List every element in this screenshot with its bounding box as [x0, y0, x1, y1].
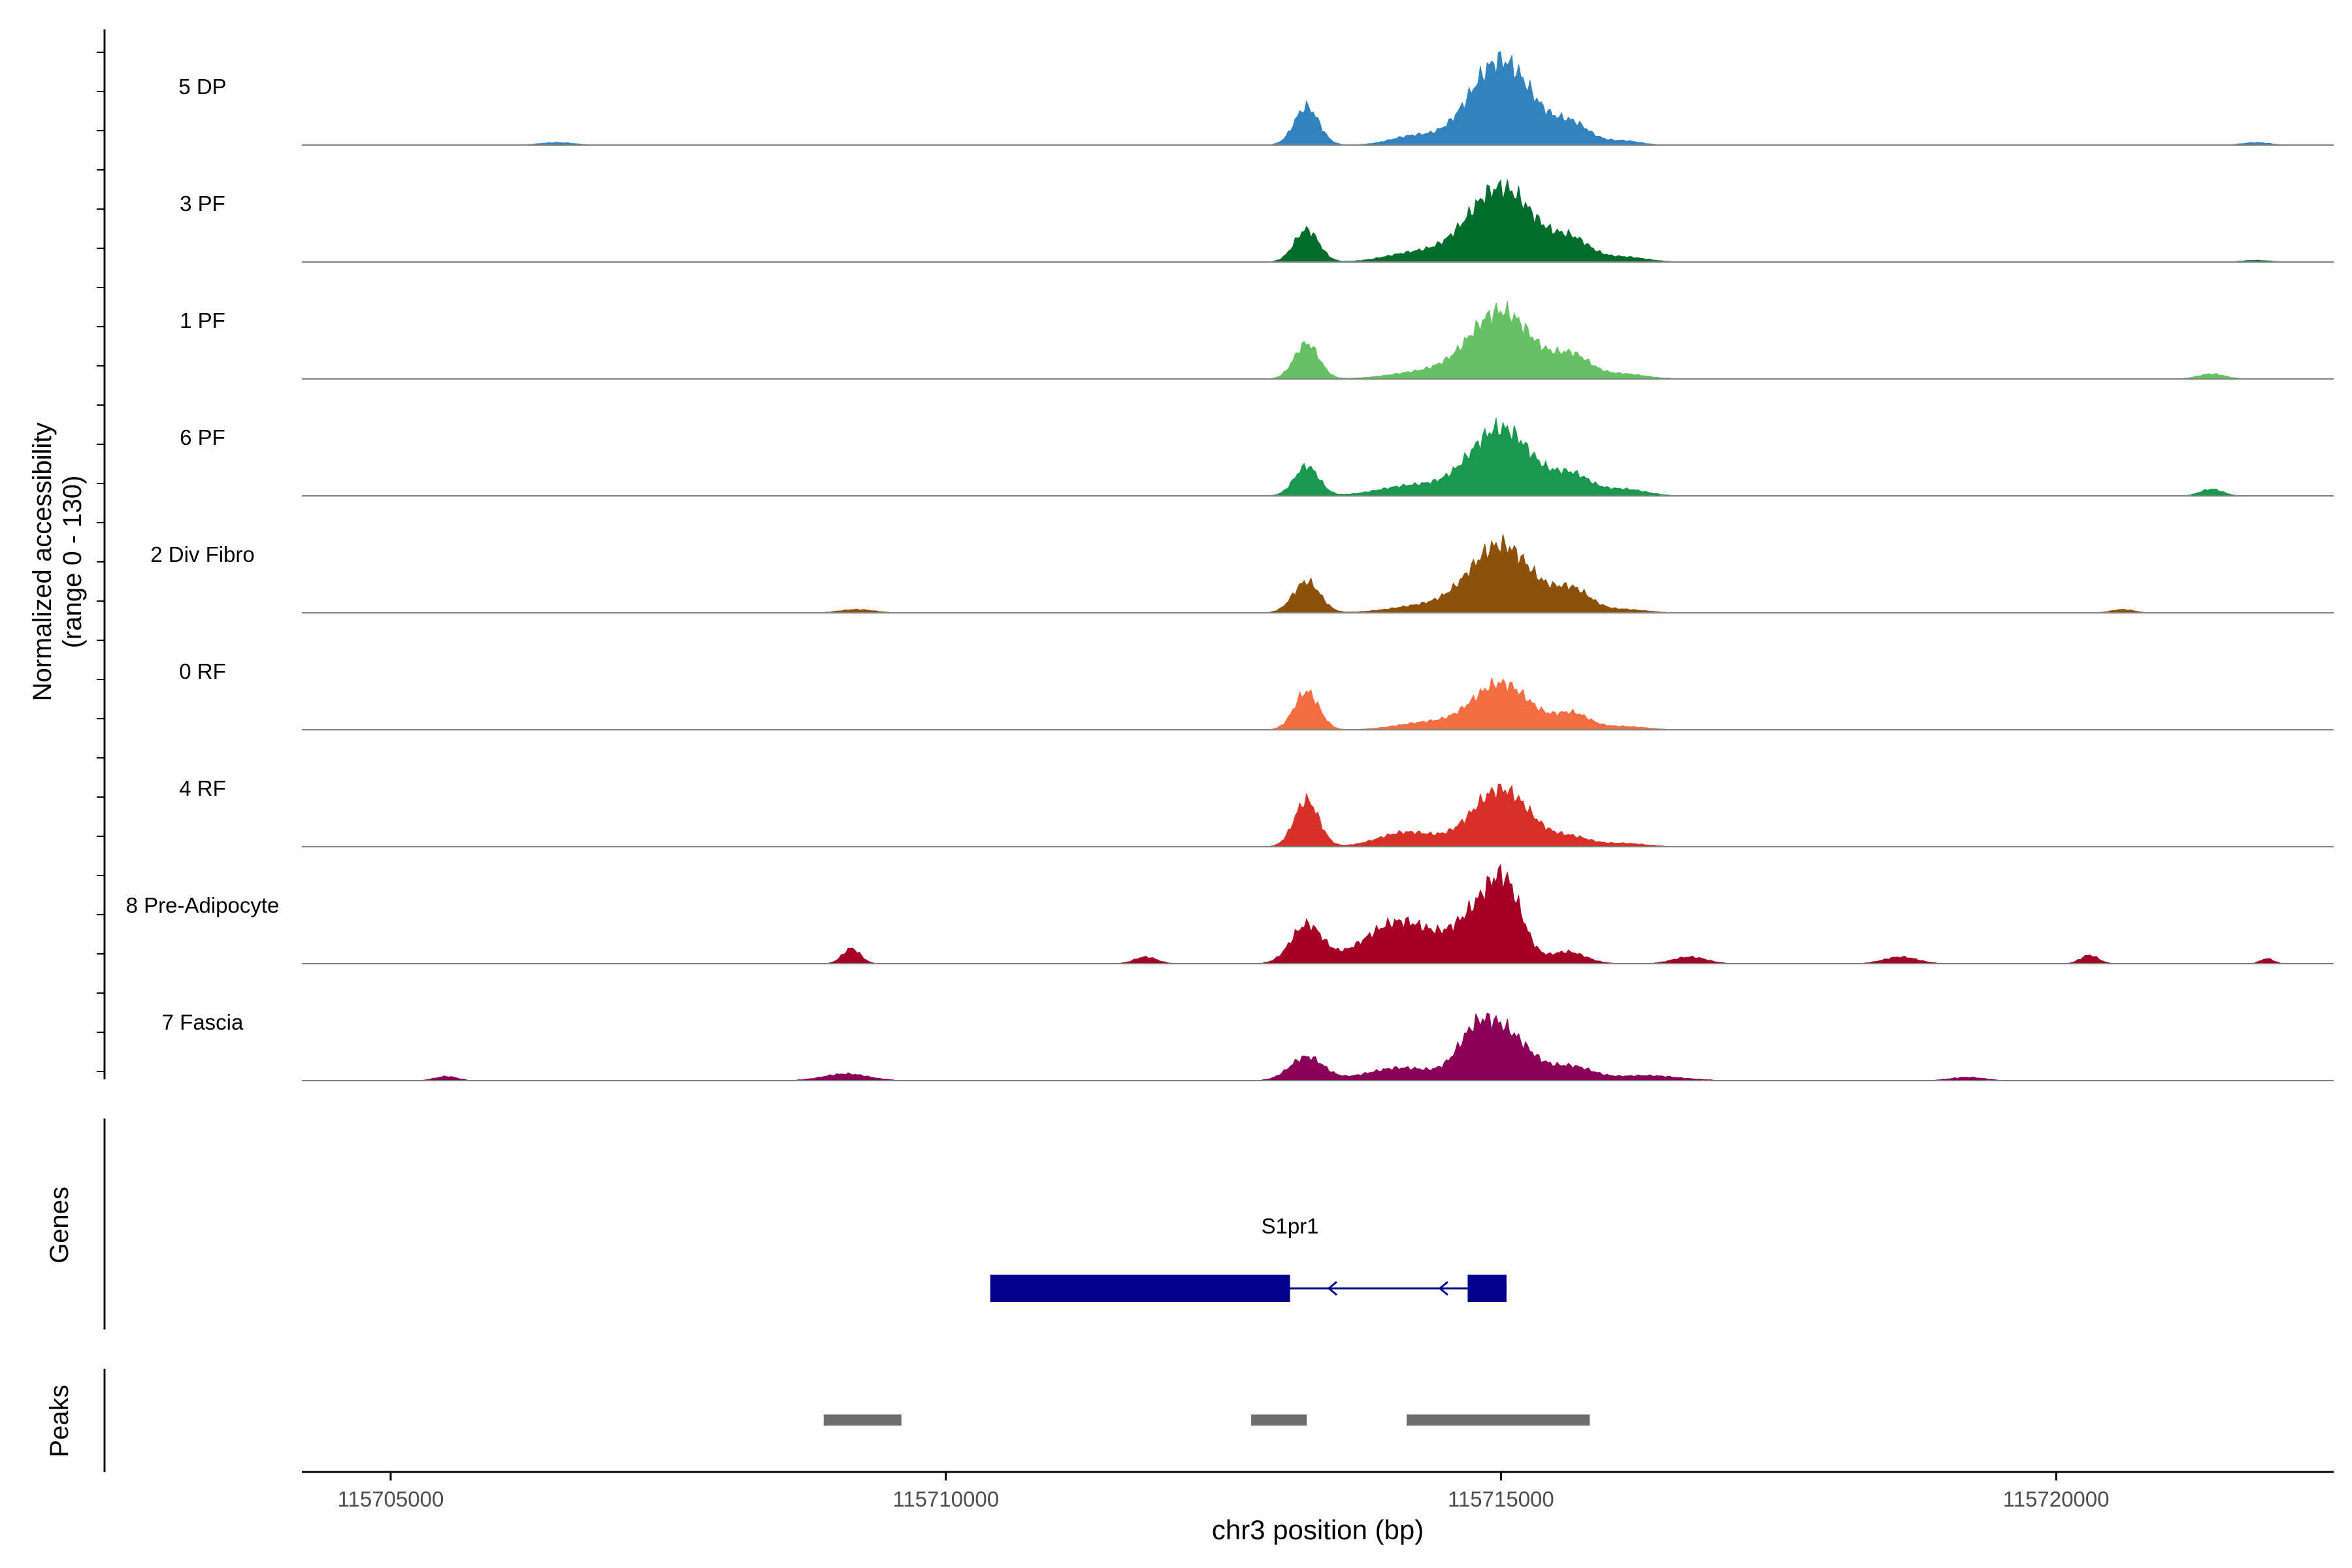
gene-name-label: S1pr1 [1261, 1214, 1318, 1238]
coverage-area [302, 51, 2334, 146]
track-label: 8 Pre-Adipocyte [126, 893, 280, 917]
x-axis-ticks: 115705000 115710000 115715000 115720000 [338, 1472, 2110, 1511]
y-axis-title: Normalized accessibility (range 0 - 130) [28, 423, 87, 702]
coverage-area [302, 783, 2334, 847]
y-axis-title-line1: Normalized accessibility [28, 423, 57, 702]
track-4-rf: 4 RF [179, 776, 2334, 847]
peak-track [823, 1414, 1590, 1426]
gene-strand-arrow [1327, 1281, 1337, 1296]
coverage-tracks: 5 DP 3 PF 1 PF 6 PF 2 Div Fibro 0 RF 4 RF 8 Pre… [126, 51, 2334, 1081]
coverage-area [302, 1013, 2334, 1081]
track-label: 7 Fascia [162, 1010, 244, 1034]
gene-exon [1467, 1275, 1507, 1302]
track-5-dp: 5 DP [178, 51, 2334, 146]
x-tick-label: 115705000 [338, 1487, 444, 1511]
y-axis-title-line2: (range 0 - 130) [58, 476, 87, 649]
genes-axis-title: Genes [45, 1186, 74, 1264]
x-axis-title: chr3 position (bp) [1212, 1514, 1424, 1545]
track-7-fascia: 7 Fascia [162, 1010, 2334, 1081]
track-0-rf: 0 RF [179, 659, 2334, 730]
track-label: 0 RF [179, 659, 226, 683]
peak-region-bar [1406, 1414, 1590, 1426]
track-label: 3 PF [180, 191, 225, 216]
gene-strand-arrow [1438, 1281, 1448, 1296]
coverage-area [302, 417, 2334, 497]
coverage-area [302, 678, 2334, 730]
peak-region-bar [1251, 1414, 1307, 1426]
coverage-area [302, 301, 2334, 380]
x-tick-label: 115710000 [892, 1487, 999, 1511]
track-8-pre-adipocyte: 8 Pre-Adipocyte [126, 863, 2334, 964]
x-tick-label: 115720000 [2003, 1487, 2110, 1511]
track-label: 6 PF [180, 425, 225, 449]
track-6-pf: 6 PF [180, 417, 2334, 497]
track-3-pf: 3 PF [180, 179, 2334, 263]
track-label: 2 Div Fibro [150, 542, 255, 566]
x-tick-label: 115715000 [1448, 1487, 1554, 1511]
peaks-axis-title: Peaks [45, 1384, 74, 1457]
track-1-pf: 1 PF [180, 301, 2334, 380]
coverage-area [302, 179, 2334, 263]
track-label: 4 RF [179, 776, 226, 800]
track-label: 5 DP [178, 74, 226, 99]
peak-region-bar [823, 1414, 902, 1426]
coverage-area [302, 534, 2334, 613]
track-label: 1 PF [180, 308, 225, 333]
coverage-y-ticks [97, 52, 105, 1072]
gene-exon [990, 1275, 1290, 1302]
coverage-area [302, 863, 2334, 964]
track-2-div-fibro: 2 Div Fibro [150, 534, 2334, 613]
gene-track: S1pr1 [990, 1214, 1507, 1302]
